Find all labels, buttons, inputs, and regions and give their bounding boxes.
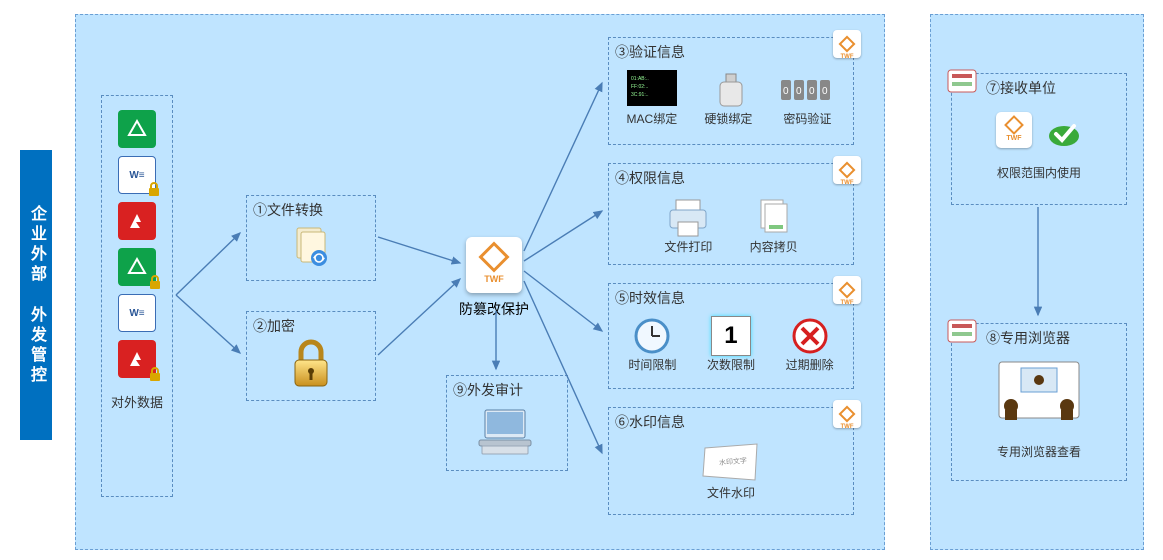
twf-badge-icon: TWF <box>833 156 861 184</box>
step-3-b: 硬锁绑定 <box>704 110 752 127</box>
step-1-title: ①文件转换 <box>247 196 375 220</box>
step-6-box: ⑥水印信息 TWF 水印文字 文件水印 <box>608 407 854 515</box>
twf-small-icon: TWF <box>996 112 1032 148</box>
twf-badge-icon: TWF <box>833 400 861 428</box>
server-icon <box>942 312 982 348</box>
step-1-box: ①文件转换 <box>246 195 376 281</box>
twf-badge-icon: TWF <box>833 276 861 304</box>
word-locked-icon: W≡ <box>118 156 156 194</box>
step-3-title: ③验证信息 <box>609 38 853 62</box>
step-3-a: MAC绑定 <box>627 110 678 127</box>
source-data-box: W≡ W≡ 对外数据 <box>101 95 173 497</box>
server-icon <box>942 62 982 98</box>
step-5-b: 次数限制 <box>707 356 755 373</box>
padlock-icon <box>287 338 335 390</box>
lock-icon <box>146 274 162 290</box>
step-7-caption: 权限范围内使用 <box>952 164 1126 181</box>
copy-icon <box>755 196 793 238</box>
step-6-title: ⑥水印信息 <box>609 408 853 432</box>
step-4-b: 内容拷贝 <box>750 238 798 255</box>
step-9-box: ⑨外发审计 <box>446 375 568 471</box>
twf-center-icon: TWF <box>466 237 522 293</box>
pdf-locked-icon <box>118 340 156 378</box>
count-icon: 1 <box>711 316 751 356</box>
watermark-icon: 水印文字 <box>701 442 761 484</box>
convert-icon <box>289 224 333 268</box>
step-4-box: ④权限信息 TWF 文件打印 内容拷贝 <box>608 163 854 265</box>
word-icon: W≡ <box>118 294 156 332</box>
svg-text:0: 0 <box>783 86 789 97</box>
step-4-a: 文件打印 <box>664 238 712 255</box>
twf-badge-icon: TWF <box>833 30 861 58</box>
svg-text:01:AB:..: 01:AB:.. <box>631 76 649 82</box>
pwd-icon: 0000 <box>779 70 835 110</box>
svg-text:0: 0 <box>809 86 815 97</box>
svg-text:0: 0 <box>822 86 828 97</box>
clock-icon <box>632 316 672 356</box>
mac-bind-icon: 01:AB:.. FF:02:.. 3C:91:.. <box>627 70 677 110</box>
svg-text:3C:91:..: 3C:91:.. <box>631 92 649 98</box>
step-6-a: 文件水印 <box>707 484 755 501</box>
svg-text:FF:02:..: FF:02:.. <box>631 84 648 90</box>
cad-icon <box>118 110 156 148</box>
step-3-box: ③验证信息 TWF 01:AB:..FF:02:..3C:91:.. MAC绑定… <box>608 37 854 145</box>
cad-locked-icon <box>118 248 156 286</box>
side-title: 企业外部 外发管控 <box>20 150 52 440</box>
step-5-title: ⑤时效信息 <box>609 284 853 308</box>
pdf-icon <box>118 202 156 240</box>
source-data-label: 对外数据 <box>102 392 172 411</box>
step-5-c: 过期删除 <box>786 356 834 373</box>
delete-icon <box>790 316 830 356</box>
printer-icon <box>666 196 710 238</box>
step-9-title: ⑨外发审计 <box>447 376 567 400</box>
right-panel: ⑦接收单位 TWF 权限范围内使用 ⑧专用浏览器 <box>930 14 1144 550</box>
meeting-icon <box>993 358 1085 428</box>
step-7-box: ⑦接收单位 TWF 权限范围内使用 <box>951 73 1127 205</box>
center-label: 防篡改保护 <box>454 299 534 319</box>
step-8-caption: 专用浏览器查看 <box>952 443 1126 460</box>
usb-lock-icon <box>706 70 750 110</box>
lock-icon <box>145 181 161 197</box>
step-2-box: ②加密 <box>246 311 376 401</box>
lock-icon <box>146 366 162 382</box>
computer-icon <box>477 404 537 458</box>
step-4-title: ④权限信息 <box>609 164 853 188</box>
step-8-box: ⑧专用浏览器 专用浏览器查看 <box>951 323 1127 481</box>
step-3-c: 密码验证 <box>783 110 831 127</box>
step-5-a: 时间限制 <box>628 356 676 373</box>
step-2-title: ②加密 <box>247 312 375 336</box>
main-panel: W≡ W≡ 对外数据 <box>75 14 885 550</box>
svg-text:0: 0 <box>796 86 802 97</box>
step-5-box: ⑤时效信息 TWF 时间限制 1 次数限制 过期删除 <box>608 283 854 389</box>
check-icon <box>1046 112 1082 148</box>
